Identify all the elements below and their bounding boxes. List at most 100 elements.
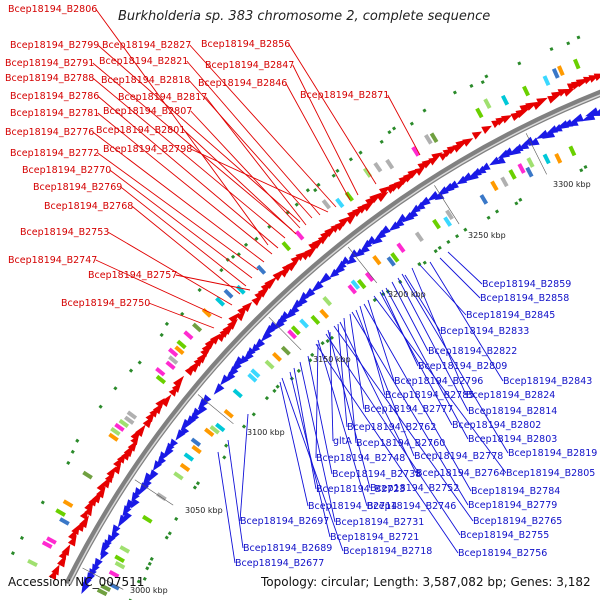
rna-marker	[550, 47, 554, 51]
gene-label-reverse: Bcep18194_B2845	[466, 310, 555, 321]
leader-line-reverse	[280, 382, 308, 506]
reverse-gene	[214, 383, 225, 395]
rna-marker	[306, 188, 310, 192]
gene-label-forward: Bcep18194_B2750	[61, 298, 150, 309]
gene-label-forward: Bcep18194_B2806	[8, 4, 97, 15]
gene-label-forward: Bcep18194_B2821	[99, 56, 188, 67]
tick-label: 3100 kbp	[247, 428, 285, 437]
gene-label-reverse: Bcep18194_B2718	[343, 546, 432, 557]
rna-marker	[138, 360, 142, 364]
feature-block	[184, 452, 194, 461]
feature-block	[396, 243, 405, 253]
gene-label-forward: Bcep18194_B2827	[102, 40, 191, 51]
feature-block	[373, 162, 382, 173]
rna-marker	[410, 122, 414, 126]
feature-block	[554, 153, 562, 164]
gene-label-forward: Bcep18194_B2788	[5, 73, 94, 84]
feature-block	[59, 517, 70, 525]
rna-marker	[193, 485, 197, 489]
gene-label-forward: Bcep18194_B2770	[22, 165, 111, 176]
rna-marker	[438, 246, 442, 250]
feature-block	[525, 167, 533, 178]
feature-block	[522, 86, 530, 97]
feature-block	[180, 463, 190, 472]
forward-gene	[173, 376, 184, 388]
gene-label-reverse: Bcep18194_B2778	[414, 451, 503, 462]
rna-marker	[71, 450, 75, 454]
feature-block	[480, 194, 489, 205]
leader-line-forward	[206, 97, 306, 225]
gene-label-reverse: Bcep18194_B2746	[367, 501, 456, 512]
rna-marker	[577, 35, 581, 39]
leader-line-reverse	[420, 265, 466, 315]
gene-label-forward: Bcep18194_B2798	[103, 144, 192, 155]
summary-text: Topology: circular; Length: 3,587,082 bp…	[261, 575, 591, 589]
feature-block	[483, 98, 491, 109]
rna-marker	[66, 461, 70, 465]
gene-label-forward: Bcep18194_B2781	[10, 108, 99, 119]
rna-marker	[320, 341, 324, 345]
gene-label-forward: Bcep18194_B2772	[10, 148, 99, 159]
leader-line-forward	[176, 275, 250, 290]
rna-marker	[276, 385, 280, 389]
gene-label-reverse: Bcep18194_B2760	[356, 438, 445, 449]
rna-marker	[387, 130, 391, 134]
rna-marker	[174, 517, 178, 521]
feature-block	[191, 445, 201, 454]
feature-block	[432, 219, 441, 230]
rna-marker	[148, 562, 152, 566]
reverse-gene	[318, 273, 331, 285]
feature-block	[311, 315, 321, 325]
gene-label-reverse: Bcep18194_B2819	[508, 448, 597, 459]
rna-marker	[197, 288, 201, 292]
feature-block	[295, 230, 305, 240]
feature-block	[233, 389, 243, 399]
feature-block	[319, 309, 329, 319]
rna-marker	[265, 396, 269, 400]
rna-marker	[297, 369, 301, 373]
rna-marker	[252, 412, 256, 416]
feature-block	[508, 169, 516, 180]
gene-label-reverse: Bcep18194_B2784	[471, 486, 560, 497]
rna-marker	[196, 481, 200, 485]
gene-label-reverse: Bcep18194_B2721	[330, 532, 419, 543]
rna-marker	[455, 234, 459, 238]
rna-marker	[222, 455, 226, 459]
leader-line-forward	[96, 260, 222, 318]
rna-marker	[434, 249, 438, 253]
gene-label-forward: Bcep18194_B2871	[300, 90, 389, 101]
rna-marker	[332, 174, 336, 178]
rna-marker	[514, 201, 518, 205]
leader-line-forward	[110, 170, 252, 278]
feature-block	[372, 255, 381, 265]
map-title: Burkholderia sp. 383 chromosome 2, compl…	[118, 9, 490, 24]
gene-label-reverse: Bcep18194_B2764	[416, 468, 505, 479]
rna-marker	[242, 424, 246, 428]
reverse-gene	[417, 197, 430, 208]
rna-marker	[11, 551, 15, 555]
forward-gene	[563, 89, 575, 97]
gene-label-forward: Bcep18194_B2768	[44, 201, 133, 212]
feature-block	[183, 330, 193, 340]
forward-gene	[462, 138, 473, 147]
feature-block	[114, 555, 125, 563]
rna-marker	[165, 536, 169, 540]
rna-marker	[129, 369, 133, 373]
feature-block	[55, 508, 66, 516]
rna-marker	[484, 74, 488, 78]
leader-line-reverse	[448, 252, 482, 284]
feature-block	[526, 157, 534, 168]
gene-label-reverse: gltA	[333, 436, 352, 447]
rna-marker	[359, 151, 363, 155]
rna-marker	[231, 255, 235, 259]
feature-block	[115, 561, 126, 569]
gene-label-reverse: Bcep18194_B2738	[332, 469, 421, 480]
rna-marker	[349, 157, 353, 161]
gene-label-forward: Bcep18194_B2799	[10, 40, 99, 51]
gene-label-reverse: Bcep18194_B2833	[440, 326, 529, 337]
gene-label-forward: Bcep18194_B2791	[5, 58, 94, 69]
gene-label-forward: Bcep18194_B2818	[101, 75, 190, 86]
gene-label-forward: Bcep18194_B2786	[10, 91, 99, 102]
feature-block	[415, 232, 424, 242]
